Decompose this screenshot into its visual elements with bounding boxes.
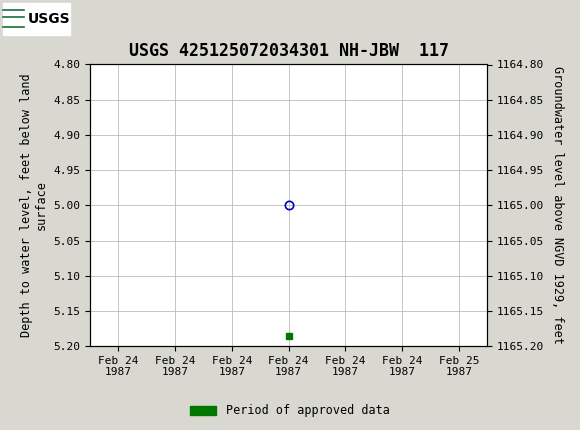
Title: USGS 425125072034301 NH-JBW  117: USGS 425125072034301 NH-JBW 117 <box>129 42 448 60</box>
FancyBboxPatch shape <box>3 3 70 35</box>
Text: USGS: USGS <box>28 12 70 26</box>
Legend: Period of approved data: Period of approved data <box>186 399 394 422</box>
Y-axis label: Groundwater level above NGVD 1929, feet: Groundwater level above NGVD 1929, feet <box>551 66 564 344</box>
Y-axis label: Depth to water level, feet below land
surface: Depth to water level, feet below land su… <box>20 74 48 337</box>
